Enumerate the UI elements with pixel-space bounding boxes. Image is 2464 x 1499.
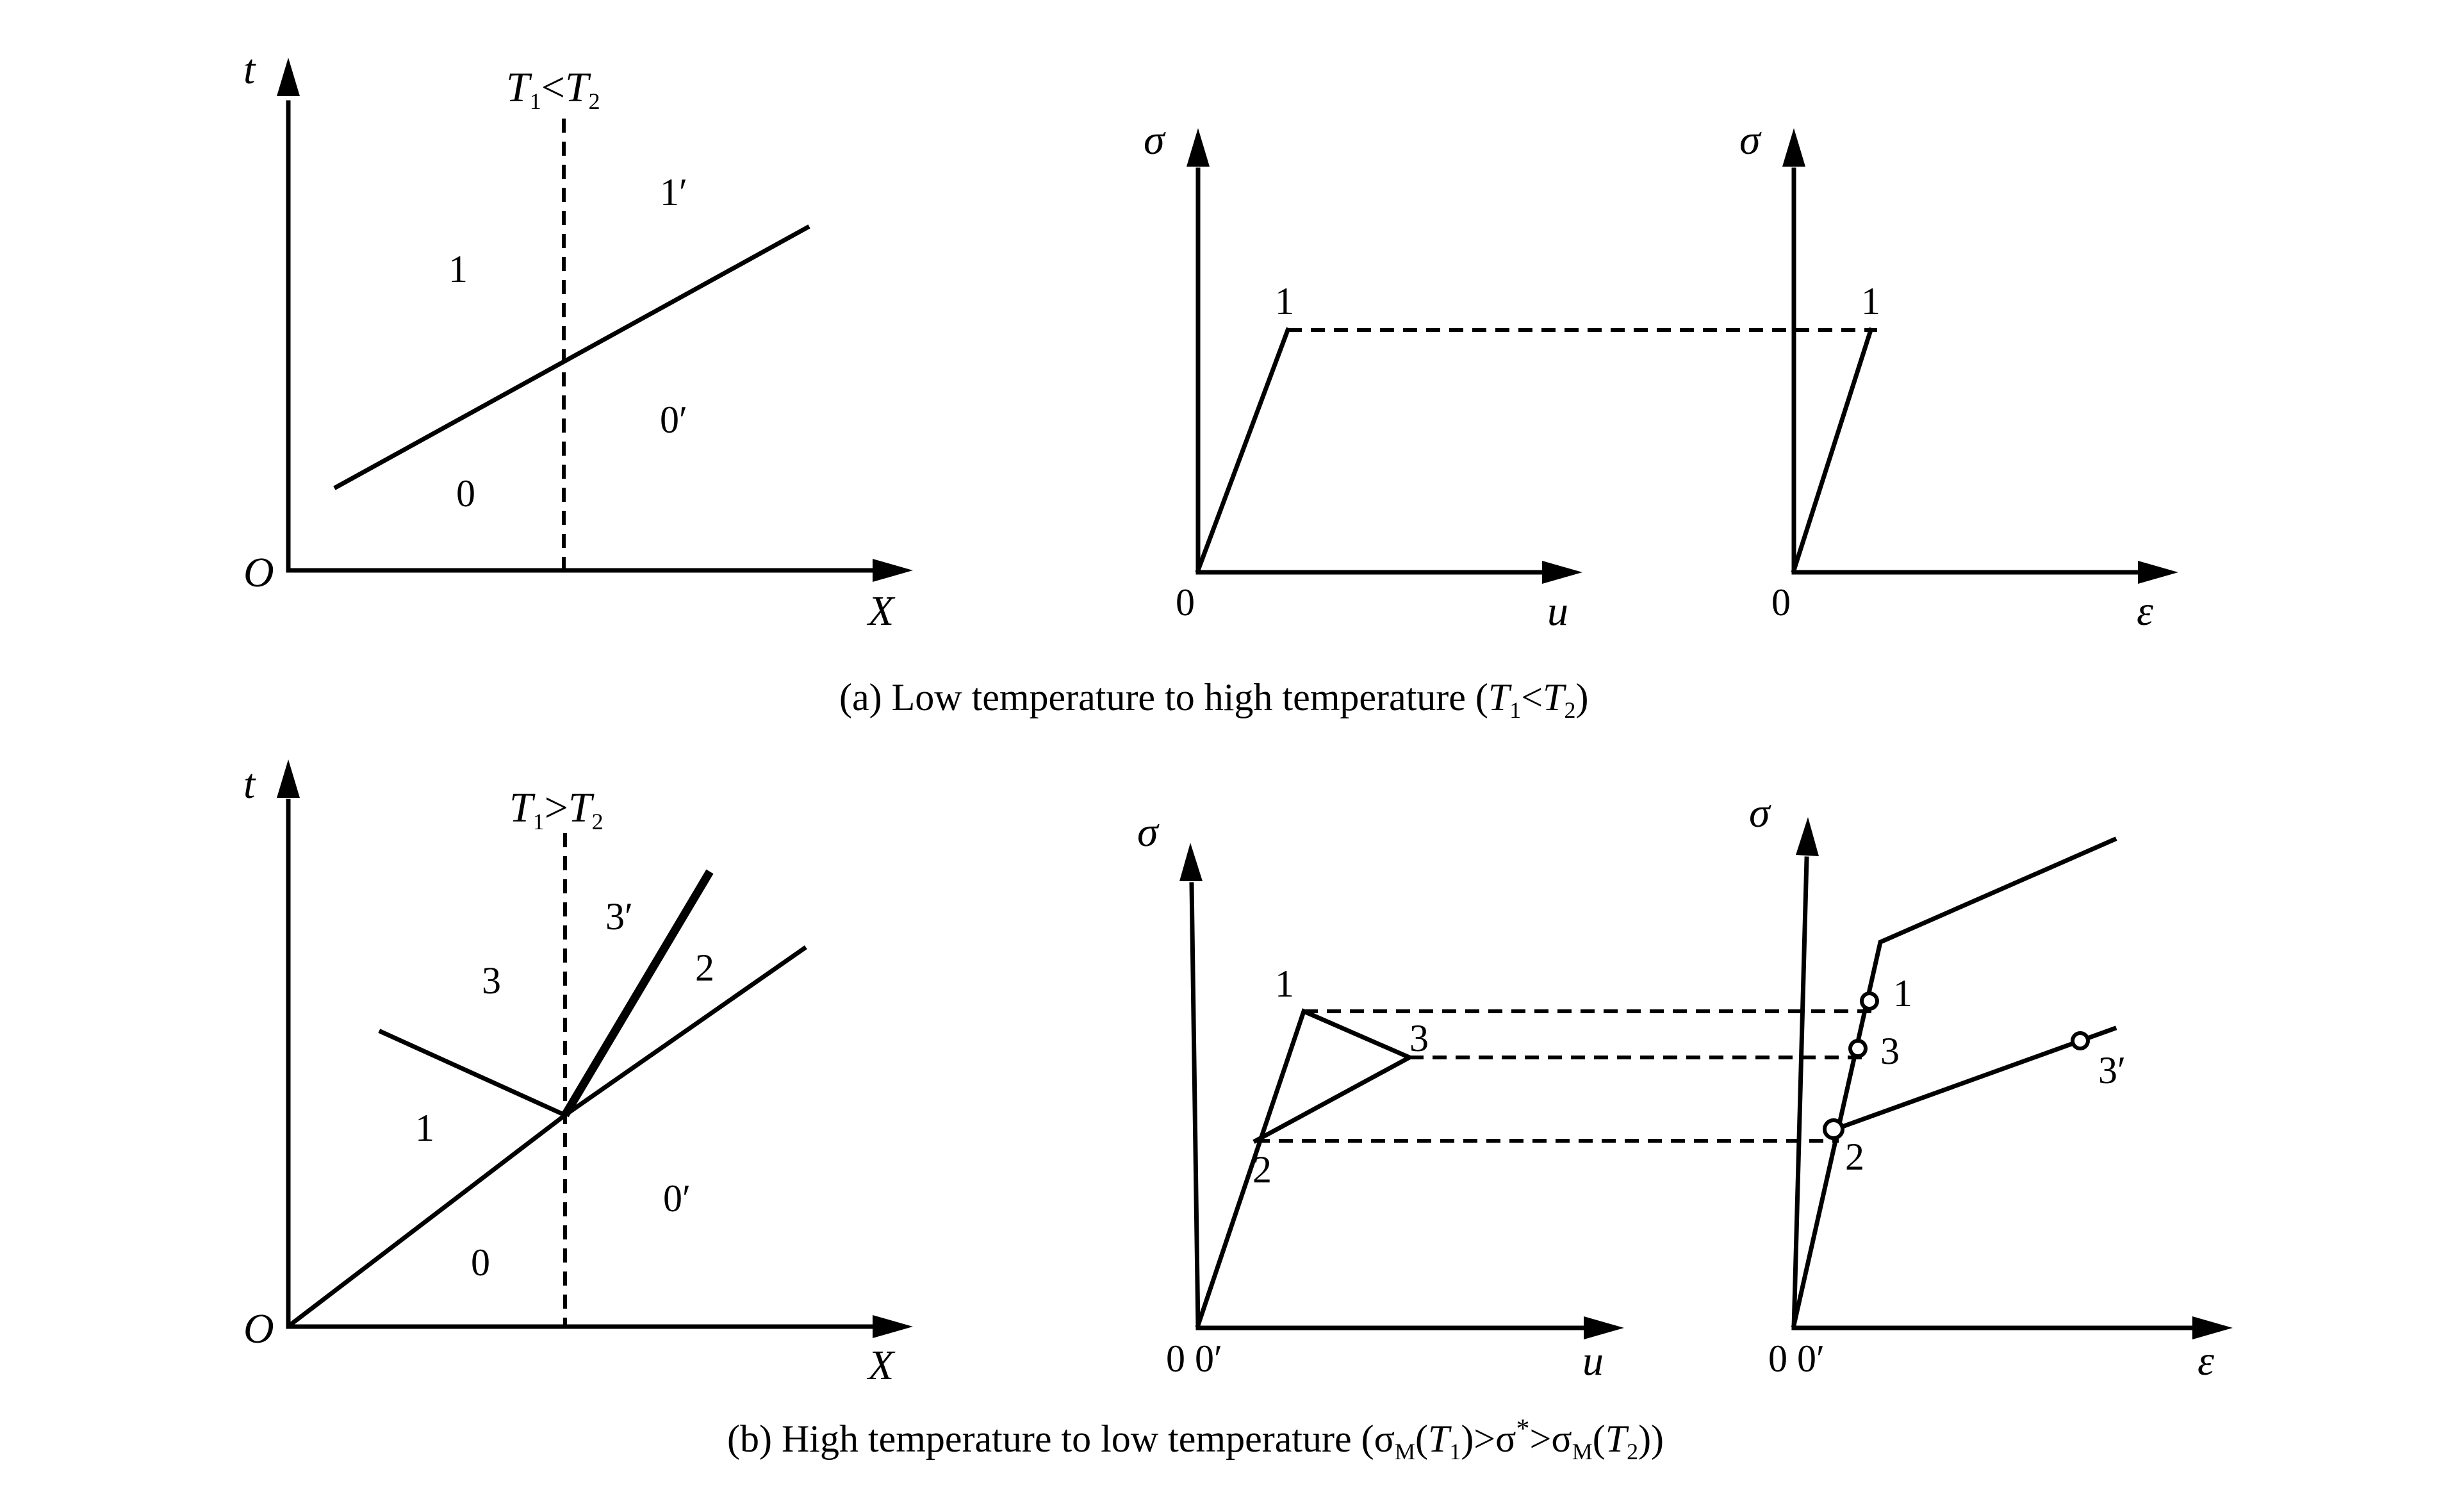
- lower-curve: [1836, 1025, 2117, 1131]
- origin-label: O: [243, 1305, 274, 1352]
- point-label: 3′: [2098, 1049, 2126, 1091]
- epsilon-axis-arrow: [2138, 561, 2178, 584]
- sigma-axis-arrow: [1187, 128, 1210, 167]
- sigma-axis-label: σ: [1749, 790, 1771, 836]
- point-label: 1: [1861, 280, 1880, 322]
- stress-displacement-b: σ u 0 0′ 1 3 2: [1137, 809, 1880, 1384]
- x-axis-arrow: [873, 1315, 913, 1338]
- wave-front-line: [333, 224, 810, 490]
- panel-b: t X O T1>T2 3 3′ 2 1 0′ 0 σ u 0 0′: [243, 759, 2233, 1464]
- sigma-axis-arrow: [1782, 128, 1805, 167]
- sigma-axis-arrow: [1796, 817, 1819, 856]
- origin-label: 0 0′: [1166, 1338, 1222, 1380]
- epsilon-axis-arrow: [2192, 1316, 2233, 1339]
- origin-label: 0: [1176, 581, 1195, 624]
- caption-b: (b) High temperature to low temperature …: [727, 1414, 1664, 1464]
- x-axis-label: X: [866, 588, 896, 634]
- point-label: 3: [1880, 1030, 1900, 1072]
- interface-label: T1>T2: [509, 784, 604, 834]
- region-label: 0′: [663, 1177, 691, 1220]
- region-label: 1: [448, 248, 468, 290]
- point-label: 2: [1253, 1148, 1272, 1191]
- region-label: 1′: [660, 171, 687, 213]
- stress-strain-b: σ ε 0 0′ 1 3 2 3′: [1749, 790, 2233, 1384]
- region-label: 0: [456, 472, 475, 515]
- sigma-axis-label: σ: [1144, 117, 1166, 163]
- wave-line-0-1: [286, 1112, 568, 1329]
- point-label: 1: [1275, 280, 1294, 322]
- wave-line-3-prime: [561, 869, 714, 1118]
- state-point-2: [1823, 1118, 1844, 1140]
- state-point-1: [1860, 991, 1879, 1011]
- region-label: 0′: [660, 399, 687, 441]
- t-axis-arrow: [277, 759, 300, 798]
- stress-strain-path: [1791, 327, 1874, 574]
- sigma-axis-label: σ: [1739, 117, 1762, 163]
- point-label: 3: [1409, 1017, 1429, 1059]
- region-label: 1: [415, 1107, 434, 1149]
- epsilon-axis-label: ε: [2197, 1338, 2214, 1384]
- region-label: 3′: [605, 895, 633, 938]
- caption-a: (a) Low temperature to high temperature …: [839, 676, 1588, 723]
- interface-label: T1<T2: [506, 64, 600, 114]
- point-label: 1: [1275, 963, 1294, 1005]
- loading-path: [1195, 327, 1291, 574]
- x-axis-label: X: [866, 1342, 896, 1389]
- upper-curve: [1791, 836, 2117, 1329]
- sigma-axis-arrow: [1179, 843, 1203, 881]
- t-axis-label: t: [243, 761, 256, 807]
- region-label: 2: [695, 947, 714, 989]
- origin-label: 0 0′: [1768, 1338, 1825, 1380]
- wave-line-2: [562, 945, 807, 1118]
- stress-strain-a: σ ε 0 1: [1739, 117, 2178, 634]
- sigma-axis: [1791, 856, 1809, 1330]
- origin-label: O: [243, 549, 274, 596]
- loading-path: [1195, 1008, 1415, 1329]
- t-axis-label: t: [243, 46, 256, 93]
- u-axis-label: u: [1582, 1338, 1604, 1384]
- x-axis-arrow: [873, 559, 913, 582]
- state-point-3: [1848, 1039, 1868, 1058]
- xt-diagram-b: t X O T1>T2 3 3′ 2 1 0′ 0: [243, 759, 913, 1389]
- u-axis-arrow: [1542, 561, 1582, 584]
- origin-label: 0: [1771, 581, 1791, 624]
- epsilon-axis-label: ε: [2137, 588, 2153, 634]
- t-axis-arrow: [277, 58, 300, 96]
- point-label: 1: [1893, 972, 1912, 1015]
- xt-diagram-a: t X O T1<T2 1 1′ 0′ 0: [243, 46, 913, 634]
- u-axis-arrow: [1584, 1316, 1624, 1339]
- point-label: 2: [1845, 1136, 1864, 1178]
- stress-displacement-a: σ u 0 1: [1144, 117, 1871, 634]
- region-label: 3: [482, 959, 501, 1002]
- sigma-axis: [1189, 882, 1201, 1330]
- wave-line-1-3: [378, 1029, 568, 1118]
- sigma-axis-label: σ: [1137, 809, 1160, 856]
- region-label: 0: [471, 1241, 490, 1284]
- panel-a: t X O T1<T2 1 1′ 0′ 0 σ u 0 1: [243, 46, 2178, 723]
- u-axis-label: u: [1547, 588, 1568, 634]
- state-point-3-prime: [2071, 1031, 2090, 1050]
